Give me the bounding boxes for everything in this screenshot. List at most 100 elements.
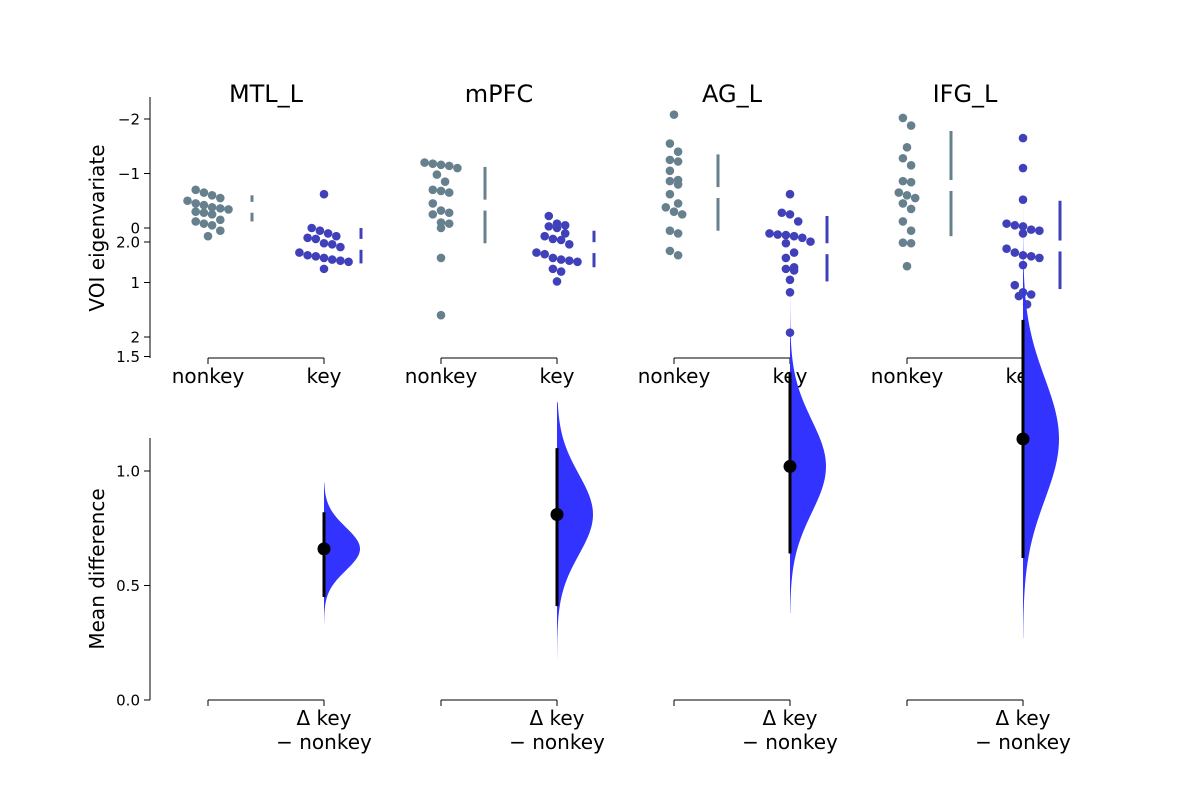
key-point — [332, 231, 341, 241]
nonkey-point — [898, 199, 908, 208]
nonkey-point — [906, 177, 916, 187]
nonkey-point — [436, 253, 446, 263]
key-point — [315, 226, 325, 236]
bootstrap-distribution — [1023, 207, 1059, 639]
delta-mtl-l — [317, 482, 360, 625]
delta-ag-l — [783, 287, 826, 613]
key-point — [765, 229, 774, 238]
nonkey-point — [444, 161, 454, 171]
key-point — [781, 238, 791, 248]
key-point — [1026, 252, 1036, 261]
top-y-tick-label: −1 — [118, 165, 140, 183]
nonkey-point — [436, 310, 446, 320]
nonkey-point — [207, 220, 217, 230]
key-point — [785, 275, 795, 285]
key-point — [319, 238, 329, 248]
group-label-nonkey: nonkey — [871, 364, 944, 388]
key-point — [327, 240, 337, 249]
key-point — [565, 256, 574, 266]
delta-ifg-l — [1016, 207, 1059, 639]
key-point — [806, 237, 815, 246]
key-point — [1010, 248, 1020, 257]
key-point — [319, 189, 329, 199]
bootstrap-distribution — [324, 482, 360, 625]
bottom-y-tick-label: 1.0 — [116, 463, 140, 481]
nonkey-point — [898, 217, 908, 226]
key-point — [319, 264, 329, 274]
region-ifg-l: IFG_L — [894, 80, 1062, 309]
key-point — [789, 248, 799, 257]
delta-label-line2: − nonkey — [975, 730, 1071, 754]
nonkey-point — [902, 143, 912, 152]
nonkey-point — [183, 196, 192, 206]
nonkey-point — [665, 246, 675, 256]
key-point — [307, 223, 317, 233]
nonkey-point — [444, 188, 454, 197]
nonkey-point — [216, 215, 225, 225]
group-label-nonkey: nonkey — [405, 364, 478, 388]
nonkey-point — [436, 206, 446, 215]
key-point — [532, 248, 541, 257]
key-point — [1002, 244, 1011, 254]
nonkey-point — [207, 191, 217, 200]
nonkey-point — [906, 204, 916, 214]
key-point — [303, 233, 312, 243]
nonkey-point — [669, 207, 679, 216]
key-point — [1002, 219, 1011, 228]
mean-difference-point — [1016, 432, 1030, 446]
nonkey-point — [673, 250, 683, 260]
nonkey-point — [428, 199, 438, 208]
mean-difference-point — [783, 459, 797, 473]
key-point — [781, 264, 791, 274]
top-y-axis-label: VOI eigenvariate — [85, 144, 109, 311]
nonkey-point — [898, 176, 908, 186]
key-point — [548, 264, 558, 274]
region-ag-l: AG_L — [661, 80, 829, 337]
top-y-tick-label: 1 — [130, 274, 140, 292]
key-point — [565, 240, 574, 249]
region-mpfc: mPFC — [420, 80, 596, 320]
nonkey-point — [661, 202, 671, 212]
raw-data-panel: −2 −1 0 1 2 VOI eigenvariate nonkey key nonkey… — [85, 80, 1062, 388]
nonkey-point — [665, 176, 675, 186]
nonkey-point — [902, 191, 912, 200]
nonkey-point — [665, 189, 675, 199]
group-label-nonkey: nonkey — [172, 364, 245, 388]
nonkey-point — [906, 161, 916, 170]
key-point — [1035, 226, 1044, 236]
nonkey-point — [199, 200, 209, 210]
nonkey-point — [224, 205, 233, 214]
nonkey-point — [898, 238, 908, 248]
key-point — [336, 256, 345, 266]
key-point — [573, 257, 582, 267]
nonkey-point — [191, 185, 200, 195]
key-point — [540, 231, 549, 241]
nonkey-point — [444, 208, 454, 218]
top-y-tick-label: 2 — [130, 329, 140, 347]
key-point — [798, 233, 807, 243]
nonkey-point — [436, 223, 446, 233]
nonkey-point — [673, 147, 683, 156]
key-point — [1018, 133, 1028, 143]
mean-difference-point — [317, 542, 331, 556]
key-point — [556, 255, 566, 264]
key-point — [344, 257, 353, 267]
nonkey-point — [673, 157, 683, 166]
bootstrap-distribution — [790, 287, 826, 613]
key-point — [544, 222, 554, 231]
nonkey-point — [665, 226, 675, 236]
key-point — [1018, 195, 1028, 204]
delta-label-line1: Δ key — [529, 706, 584, 730]
bootstrap-distribution — [557, 402, 593, 659]
nonkey-point — [191, 207, 200, 216]
delta-label-line1: Δ key — [296, 706, 351, 730]
key-point — [548, 253, 558, 263]
region-title: AG_L — [702, 80, 763, 108]
nonkey-point — [199, 208, 209, 218]
delta-label-line2: − nonkey — [276, 730, 372, 754]
key-point — [560, 220, 570, 230]
nonkey-point — [677, 210, 687, 219]
nonkey-point — [428, 159, 438, 168]
nonkey-point — [673, 199, 683, 208]
